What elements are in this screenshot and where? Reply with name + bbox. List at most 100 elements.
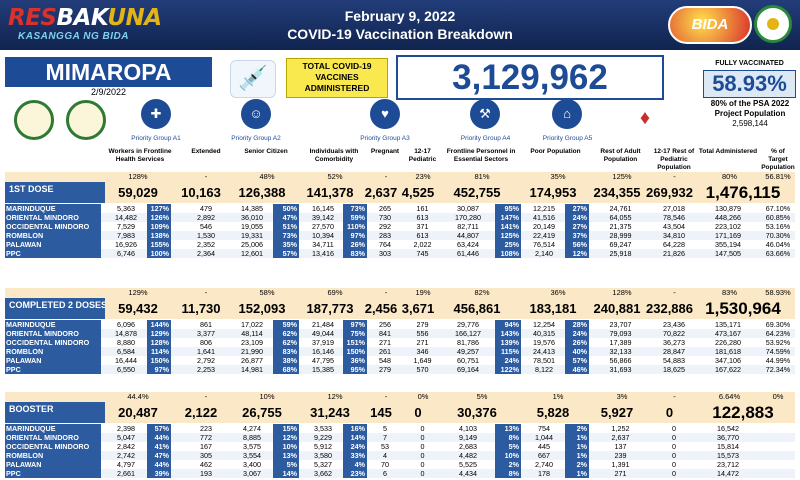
section-total: 0 xyxy=(665,405,674,420)
province-value: 14,482 xyxy=(115,213,137,222)
province-value: 147,505 xyxy=(715,249,741,258)
province-value: 12,601 xyxy=(241,249,263,258)
province-value: 730 xyxy=(379,213,391,222)
section-totals-row: 59,432 11,730 152,093 187,773 2,456 3,671 456,… xyxy=(105,298,795,319)
province-value: 69,164 xyxy=(457,365,479,374)
province-value: 5,912 xyxy=(314,442,332,451)
province-name-cell xyxy=(5,213,101,222)
province-percent: 12% xyxy=(565,249,589,258)
province-value: 13,416 xyxy=(312,249,334,258)
province-percent: 97% xyxy=(343,320,367,329)
province-value: 1,641 xyxy=(197,347,215,356)
province-value: 462 xyxy=(200,460,212,469)
province-name: PPC xyxy=(6,249,21,258)
province-value: 36,010 xyxy=(241,213,263,222)
province-percent: 8% xyxy=(495,469,521,478)
province-value: 5,327 xyxy=(314,460,332,469)
province-percent: 51% xyxy=(273,222,299,231)
province-value: 53.16% xyxy=(765,222,791,231)
province-value: 70,822 xyxy=(663,329,685,338)
province-value: 0 xyxy=(672,469,676,478)
province-name-cell xyxy=(5,347,101,356)
province-percent: 33% xyxy=(343,451,367,460)
province-name-cell xyxy=(5,329,101,338)
target-percent: 81% xyxy=(474,172,490,181)
frontline-personnel-icon: ⚒ xyxy=(470,99,500,129)
province-percent: 5% xyxy=(273,460,299,469)
table-row xyxy=(5,329,795,338)
province-value: 0 xyxy=(420,442,425,451)
province-value: 26,877 xyxy=(241,356,263,365)
province-value: 23,109 xyxy=(241,338,263,347)
province-percent: 8% xyxy=(495,433,521,442)
province-value: 3,400 xyxy=(243,460,261,469)
poor-population-icon: ⌂ xyxy=(552,99,582,129)
province-value: 64.23% xyxy=(765,329,791,338)
total-label-line-3: ADMINISTERED xyxy=(304,83,370,93)
section-total: 141,378 xyxy=(306,185,354,200)
province-value: 34,711 xyxy=(312,240,334,249)
target-percent: 52% xyxy=(327,172,343,181)
province-value: 548 xyxy=(379,356,391,365)
province-value: 21,990 xyxy=(241,347,263,356)
target-percent: 35% xyxy=(550,172,566,181)
province-value: 14,472 xyxy=(717,469,739,478)
province-percent: 24% xyxy=(343,442,367,451)
province-percent: 12% xyxy=(273,433,299,442)
province-value: 53 xyxy=(381,442,389,451)
target-percent: 6.64% xyxy=(718,392,741,401)
target-percent: 44.4% xyxy=(127,392,149,401)
province-value: 8,880 xyxy=(117,338,135,347)
province-value: 261 xyxy=(379,347,391,356)
section-total: 232,886 xyxy=(646,301,693,316)
province-value: 24,413 xyxy=(533,347,555,356)
province-percent: 14% xyxy=(273,469,299,478)
province-value: 5,525 xyxy=(459,460,477,469)
province-value: 745 xyxy=(416,249,429,258)
province-value: 3,580 xyxy=(314,451,332,460)
province-value: 2,253 xyxy=(197,365,215,374)
province-percent: 2% xyxy=(495,460,521,469)
province-percent: 110% xyxy=(343,222,367,231)
province-value: 79,093 xyxy=(609,329,632,338)
province-value: 279 xyxy=(416,320,429,329)
section-total: 456,861 xyxy=(453,301,501,316)
province-name-cell xyxy=(5,204,101,213)
province-percent: 57% xyxy=(273,249,299,258)
province-percent: 83% xyxy=(343,249,367,258)
province-percent: 26% xyxy=(343,240,367,249)
table-row xyxy=(5,442,795,451)
resbakuna-logo: RESBAKUNA xyxy=(8,5,162,31)
province-percent: 114% xyxy=(147,347,171,356)
province-value: 265 xyxy=(379,204,391,213)
province-rows: MARINDUQUE 5,363 127% 479 14,385 50% 16,145 73%… xyxy=(5,204,795,260)
section-total: 126,388 xyxy=(238,185,286,200)
province-value: 64,055 xyxy=(609,213,632,222)
province-value: 223 xyxy=(200,424,212,433)
province-percent: 39% xyxy=(147,469,171,478)
section-total: 152,093 xyxy=(238,301,286,316)
province-value: 2,842 xyxy=(117,442,135,451)
province-value: 28,999 xyxy=(609,231,632,240)
province-name: PALAWAN xyxy=(6,356,42,365)
section-total: 145 xyxy=(370,405,392,420)
province-value: 4,274 xyxy=(243,424,261,433)
province-value: 2,683 xyxy=(459,442,477,451)
province-value: 130,879 xyxy=(715,204,741,213)
province-value: 48,114 xyxy=(241,329,263,338)
province-value: 178 xyxy=(538,469,550,478)
table-row xyxy=(5,356,795,365)
region-title: MIMAROPA xyxy=(5,57,212,87)
section-total: 2,637 xyxy=(364,185,398,200)
province-percent: 115% xyxy=(495,347,521,356)
section-total: 5,828 xyxy=(536,405,570,420)
province-value: 1,391 xyxy=(611,460,630,469)
province-value: 303 xyxy=(379,249,391,258)
province-value: 0 xyxy=(420,433,425,442)
health-worker-icon: ✚ xyxy=(141,99,171,129)
province-value: 445 xyxy=(538,442,550,451)
province-value: 135,171 xyxy=(715,320,741,329)
total-vaccines-label: TOTAL COVID-19 VACCINES ADMINISTERED xyxy=(286,58,388,98)
province-percent: 50% xyxy=(273,204,299,213)
province-percent: 13% xyxy=(273,451,299,460)
